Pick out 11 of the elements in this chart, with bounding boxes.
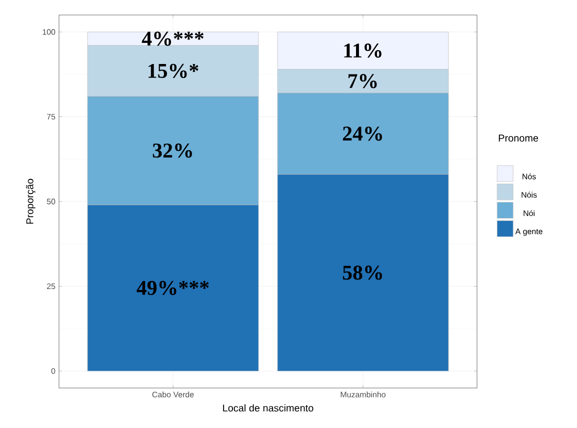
data-label: 49%*** (136, 280, 209, 296)
data-label: 7% (348, 74, 377, 88)
data-label: 24% (342, 126, 382, 141)
legend-title: Pronome (498, 134, 538, 142)
data-label: 58% (342, 266, 382, 280)
x-axis-title: Local de nascimento (223, 404, 314, 412)
data-label: 4%*** (142, 32, 204, 46)
data-label: 15%* (148, 64, 198, 78)
data-label: 11% (344, 44, 382, 58)
data-label: 32% (152, 144, 192, 158)
y-axis-title: Proporção (26, 178, 36, 224)
